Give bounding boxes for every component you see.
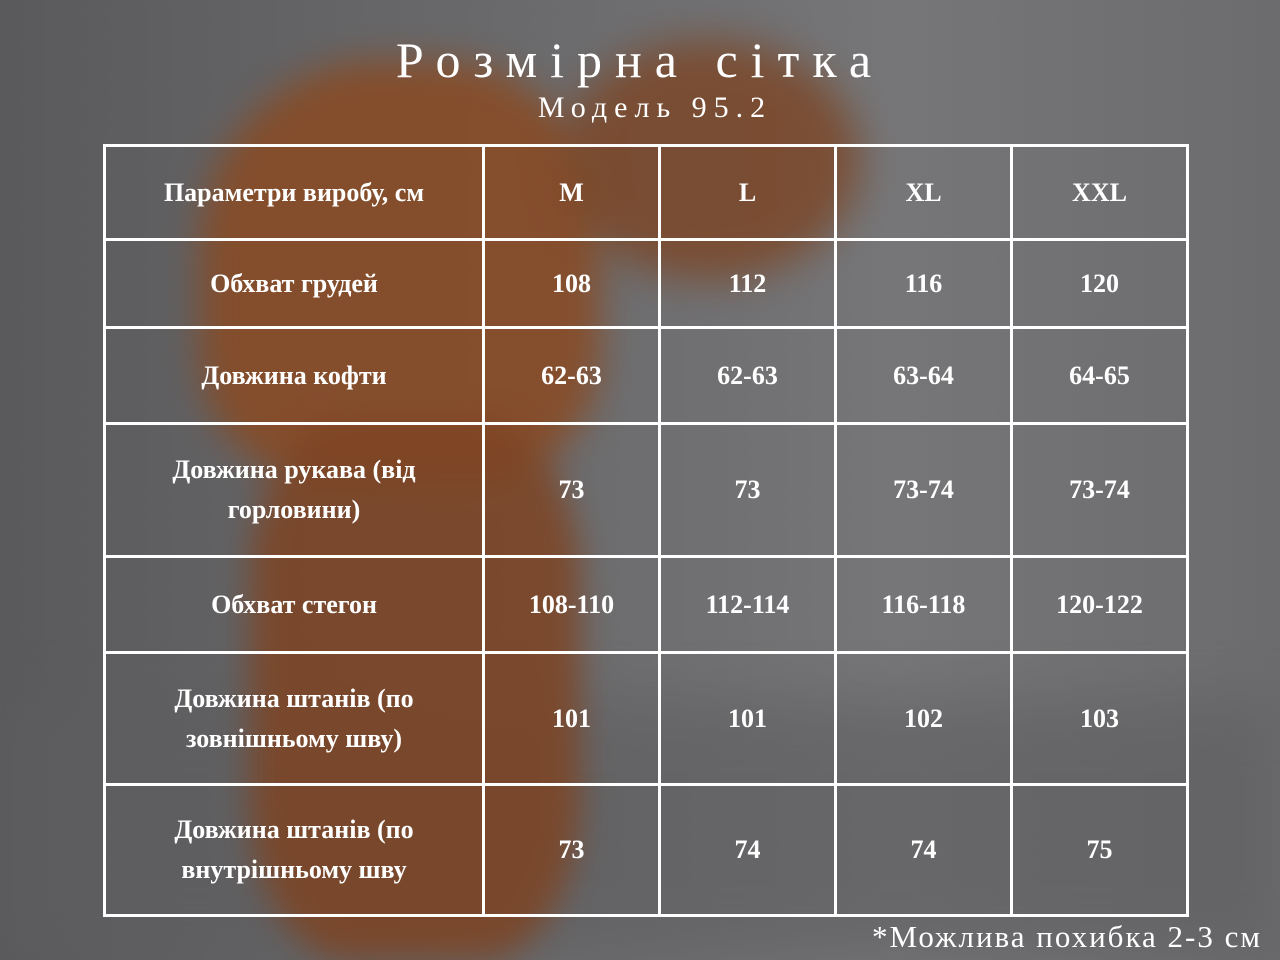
table-header-row: Параметри виробу, см M L XL XXL — [103, 144, 1189, 241]
table-row: Довжина штанів (по зовнішньому шву) 101 … — [103, 651, 1189, 786]
value-cell: 120-122 — [1010, 555, 1189, 654]
header-size: XXL — [1010, 144, 1189, 241]
table-row: Довжина рукава (від горловини) 73 73 73-… — [103, 422, 1189, 558]
param-cell: Обхват стегон — [103, 555, 485, 654]
param-cell: Довжина штанів (по внутрішньому шву — [103, 783, 485, 917]
value-cell: 103 — [1010, 651, 1189, 786]
value-cell: 102 — [834, 651, 1013, 786]
value-cell: 73 — [482, 422, 661, 558]
value-cell: 116 — [834, 238, 1013, 329]
value-cell: 101 — [658, 651, 837, 786]
param-cell: Довжина штанів (по зовнішньому шву) — [103, 651, 485, 786]
value-cell: 62-63 — [658, 326, 837, 425]
table-row: Обхват грудей 108 112 116 120 — [103, 238, 1189, 329]
value-cell: 73 — [658, 422, 837, 558]
value-cell: 73 — [482, 783, 661, 917]
param-cell: Довжина рукава (від горловини) — [103, 422, 485, 558]
value-cell: 112 — [658, 238, 837, 329]
header-size: M — [482, 144, 661, 241]
value-cell: 64-65 — [1010, 326, 1189, 425]
table-row: Довжина штанів (по внутрішньому шву 73 7… — [103, 783, 1189, 917]
header-size: L — [658, 144, 837, 241]
value-cell: 116-118 — [834, 555, 1013, 654]
value-cell: 108 — [482, 238, 661, 329]
value-cell: 74 — [834, 783, 1013, 917]
value-cell: 120 — [1010, 238, 1189, 329]
value-cell: 63-64 — [834, 326, 1013, 425]
value-cell: 73-74 — [834, 422, 1013, 558]
param-cell: Довжина кофти — [103, 326, 485, 425]
model-subtitle: Модель 95.2 — [537, 91, 773, 124]
value-cell: 108-110 — [482, 555, 661, 654]
value-cell: 101 — [482, 651, 661, 786]
table-row: Довжина кофти 62-63 62-63 63-64 64-65 — [103, 326, 1189, 425]
param-cell: Обхват грудей — [103, 238, 485, 329]
value-cell: 73-74 — [1010, 422, 1189, 558]
size-table: Параметри виробу, см M L XL XXL Обхват г… — [103, 144, 1189, 917]
value-cell: 75 — [1010, 783, 1189, 917]
page-title: Розмірна сітка — [395, 32, 885, 88]
table-row: Обхват стегон 108-110 112-114 116-118 12… — [103, 555, 1189, 654]
value-cell: 62-63 — [482, 326, 661, 425]
header-param: Параметри виробу, см — [103, 144, 485, 241]
value-cell: 74 — [658, 783, 837, 917]
tolerance-note: *Можлива похибка 2-3 см — [872, 919, 1262, 954]
value-cell: 112-114 — [658, 555, 837, 654]
header-size: XL — [834, 144, 1013, 241]
